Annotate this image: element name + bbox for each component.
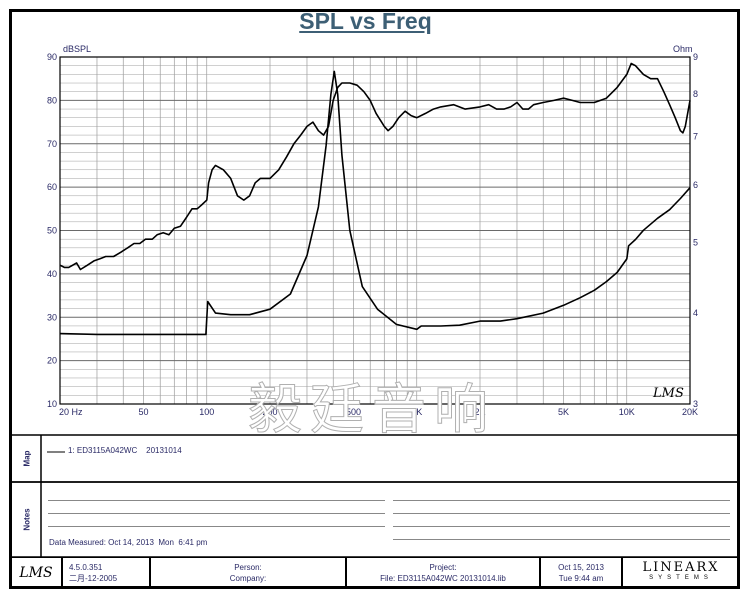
lms-logo-mark: LMS xyxy=(652,386,684,401)
notes-rule xyxy=(48,513,385,514)
file-label: File: ED3115A042WC 20131014.lib xyxy=(380,573,506,583)
y-left-tick-label: 10 xyxy=(47,399,57,409)
y-left-tick-label: 80 xyxy=(47,95,57,105)
y-left-tick-label: 90 xyxy=(47,52,57,62)
x-tick-label: 500 xyxy=(346,407,361,417)
spl-curve xyxy=(59,62,691,271)
report-sheet xyxy=(9,9,740,589)
y-left-unit-label: dBSPL xyxy=(63,44,91,54)
version-date: 二月-12-2005 xyxy=(69,573,118,583)
grid-layer xyxy=(59,56,691,405)
footer-date-cell: Oct 15, 2013 Tue 9:44 am xyxy=(540,557,622,588)
y-left-tick-label: 40 xyxy=(47,269,57,279)
x-tick-label: 100 xyxy=(199,407,214,417)
x-tick-label: 1K xyxy=(411,407,422,417)
y-left-tick-label: 50 xyxy=(47,226,57,236)
notes-rule xyxy=(393,539,730,540)
map-section-label: Map xyxy=(22,450,32,467)
plot-border xyxy=(59,56,691,405)
footer-project-cell: Project: File: ED3115A042WC 20131014.lib xyxy=(346,557,540,588)
y-left-tick-label: 20 xyxy=(47,356,57,366)
footer-logo-cell: LMS xyxy=(10,557,62,588)
tick-layer: 20 Hz 50 100 200 500 1K 2K 5K 10K 20K 10 20 30 40 50 60… xyxy=(47,52,698,417)
y-right-tick-label: 6 xyxy=(693,180,698,190)
x-tick-label: 200 xyxy=(262,407,277,417)
version-text: 4.5.0.351 xyxy=(69,562,103,572)
y-left-tick-label: 60 xyxy=(47,182,57,192)
y-right-tick-label: 7 xyxy=(693,131,698,141)
chart-title: SPL vs Freq xyxy=(299,8,432,34)
x-tick-label: 10K xyxy=(619,407,635,417)
y-right-tick-label: 5 xyxy=(693,238,698,248)
map-panel-frame xyxy=(9,434,740,483)
footer-brand-cell: LINEARX SYSTEMS xyxy=(622,557,740,588)
data-measured-text: Data Measured: Oct 14, 2013 Mon 6:41 pm xyxy=(49,538,208,547)
y-right-tick-label: 8 xyxy=(693,89,698,99)
x-tick-label: 20K xyxy=(682,407,698,417)
y-right-unit-label: Ohm xyxy=(673,44,693,54)
brand-subtitle: SYSTEMS xyxy=(649,574,713,581)
notes-section-label: Notes xyxy=(22,508,32,531)
notes-rule xyxy=(48,500,385,501)
x-tick-label: 2K xyxy=(474,407,485,417)
x-tick-label: 50 xyxy=(139,407,149,417)
y-left-tick-label: 30 xyxy=(47,312,57,322)
x-tick-label: 5K xyxy=(558,407,569,417)
watermark: 毅廷音响 xyxy=(248,378,496,441)
legend-entry: 1: ED3115A042WC 20131014 xyxy=(68,446,182,455)
project-label: Project: xyxy=(429,562,457,572)
y-right-tick-label: 4 xyxy=(693,308,698,318)
person-label: Person: xyxy=(234,562,262,572)
footer-person-cell: Person: Company: xyxy=(150,557,346,588)
footer-version-cell: 4.5.0.351 二月-12-2005 xyxy=(62,557,150,588)
brand-name: LINEARX xyxy=(642,559,720,575)
y-right-tick-label: 3 xyxy=(693,399,698,409)
series-layer xyxy=(59,62,691,336)
x-tick-label: 20 Hz xyxy=(59,407,83,417)
notes-rule xyxy=(393,513,730,514)
notes-rule xyxy=(393,500,730,501)
notes-rule xyxy=(393,526,730,527)
y-left-tick-label: 70 xyxy=(47,139,57,149)
y-right-tick-label: 9 xyxy=(693,52,698,62)
impedance-curve xyxy=(59,70,691,336)
footer-time: Tue 9:44 am xyxy=(558,573,604,583)
footer-date: Oct 15, 2013 xyxy=(558,562,604,572)
footer-logo: LMS xyxy=(19,564,53,581)
company-label: Company: xyxy=(229,573,267,583)
notes-rule xyxy=(48,526,385,527)
